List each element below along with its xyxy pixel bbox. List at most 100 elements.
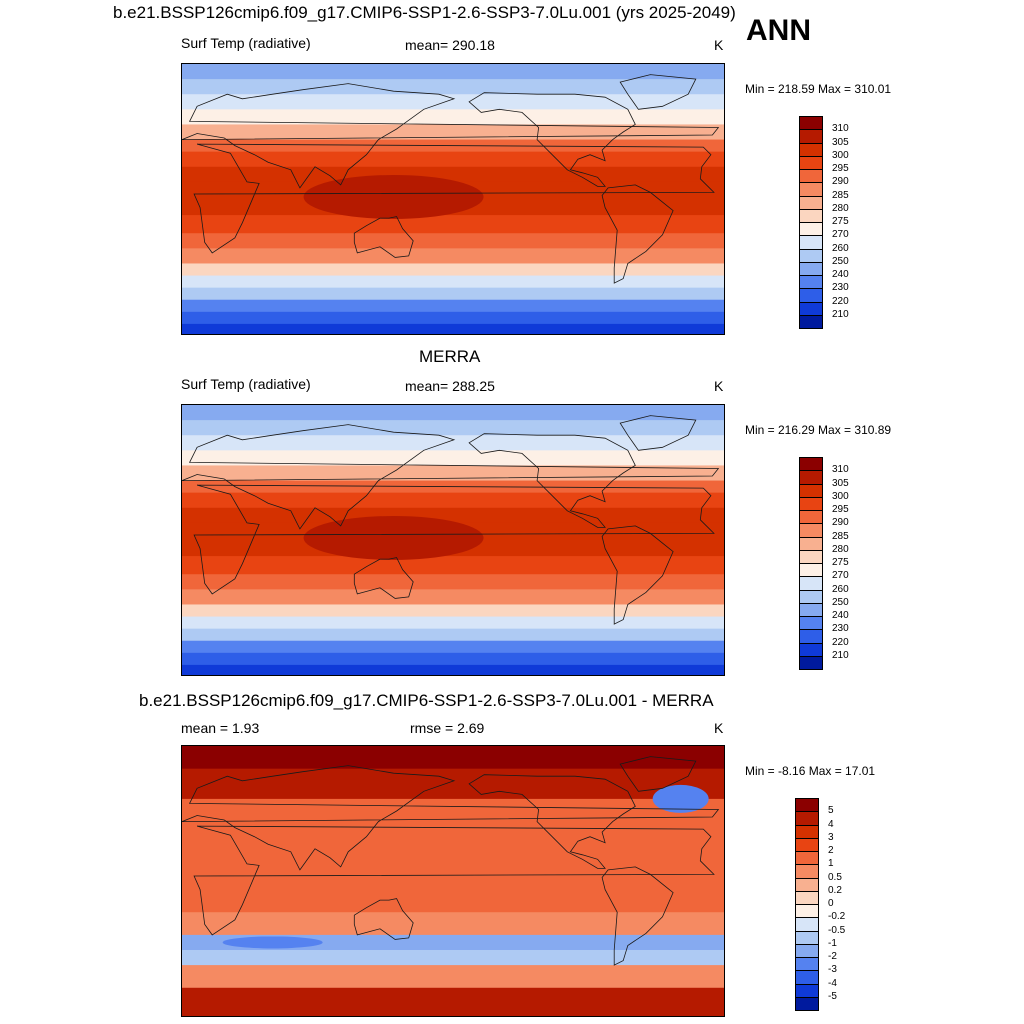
colorbar-cell [799, 248, 823, 263]
panel-diff-units-label: K [714, 720, 724, 736]
colorbar-cell [799, 261, 823, 276]
colorbar-cell [799, 616, 823, 631]
panel-diff-rmse-label: rmse = 2.69 [410, 720, 485, 736]
colorbar-cell [799, 536, 823, 551]
panel-diff-minmax: Min = -8.16 Max = 17.01 [745, 764, 876, 778]
colorbar-tick-label: 300 [832, 149, 849, 161]
colorbar-cell [795, 851, 819, 866]
colorbar-cell [799, 510, 823, 525]
colorbar-cell [795, 877, 819, 892]
colorbar-cell [799, 549, 823, 564]
panel-model-minmax: Min = 218.59 Max = 310.01 [745, 82, 892, 96]
colorbar-cell [799, 142, 823, 157]
colorbar-cell [799, 457, 823, 472]
colorbar-cell [795, 996, 819, 1011]
colorbar-cell [799, 169, 823, 184]
colorbar-tick-label: 305 [832, 136, 849, 148]
colorbar-tick-label: 310 [832, 464, 849, 476]
panel-model-map [181, 63, 725, 335]
panel-diff-mean-label: mean = 1.93 [181, 720, 260, 736]
colorbar-tick-label: 260 [832, 583, 849, 595]
colorbar-cell [799, 576, 823, 591]
colorbar-cell [795, 983, 819, 998]
colorbar-tick-label: 290 [832, 176, 849, 188]
colorbar-tick-label: 0.2 [828, 884, 842, 896]
colorbar-cell [799, 642, 823, 657]
panel-obs-mean-label: mean= 288.25 [405, 378, 495, 394]
colorbar-tick-label: 220 [832, 295, 849, 307]
colorbar-tick-label: 5 [828, 805, 834, 817]
colorbar-cell [799, 314, 823, 329]
colorbar-tick-label: 275 [832, 557, 849, 568]
colorbar-cell [795, 917, 819, 932]
colorbar-cell [799, 116, 823, 131]
panel-model-map-field [182, 64, 724, 334]
colorbar-cell [799, 589, 823, 604]
figure-title: b.e21.BSSP126cmip6.f09_g17.CMIP6-SSP1-2.… [113, 3, 736, 22]
colorbar-tick-label: 3 [828, 831, 834, 843]
colorbar-cell [795, 890, 819, 905]
colorbar-tick-label: 230 [832, 623, 849, 635]
colorbar-tick-label: 270 [832, 229, 849, 241]
panel-model-variable-label: Surf Temp (radiative) [181, 35, 311, 51]
colorbar-cell [795, 970, 819, 985]
colorbar-cell [795, 837, 819, 852]
colorbar-tick-label: 1 [828, 858, 834, 870]
colorbar-tick-label: -0.5 [828, 924, 846, 936]
panel-diff-map-field [182, 746, 724, 1016]
panel-model-mean-label: mean= 290.18 [405, 37, 495, 53]
panel-obs-colorbar: 310 305 300 295 290 285 280 275 270 260 250 240 230 2… [799, 457, 879, 670]
colorbar-tick-label: 295 [832, 163, 849, 174]
panel-model-colorbar: 310 305 300 295 290 285 280 275 270 260 250 240 230 2… [799, 116, 879, 329]
panel-obs-map [181, 404, 725, 676]
colorbar-cell [799, 208, 823, 223]
colorbar-tick-label: -1 [828, 937, 837, 949]
colorbar-tick-label: 250 [832, 596, 849, 608]
colorbar-cell [799, 523, 823, 538]
colorbar-tick-label: 240 [832, 269, 849, 280]
colorbar-cell [799, 288, 823, 303]
colorbar-tick-label: 230 [832, 282, 849, 294]
colorbar-tick-label: 4 [828, 818, 834, 830]
colorbar-tick-label: 240 [832, 610, 849, 621]
colorbar-tick-label: 270 [832, 570, 849, 582]
colorbar-cell [799, 222, 823, 237]
colorbar-cell [799, 629, 823, 644]
colorbar-cell [799, 496, 823, 511]
colorbar-tick-label: 260 [832, 242, 849, 254]
colorbar-tick-label: 285 [832, 530, 849, 542]
colorbar-cell [795, 864, 819, 879]
colorbar-cell [795, 824, 819, 839]
panel-obs-map-field [182, 405, 724, 675]
panel-diff-colorbar: 5 4 3 2 1 0.5 0.2 0 -0.2 -0.5 -1 -2 -3 -4 -5 [795, 798, 875, 1011]
colorbar-cell [799, 155, 823, 170]
colorbar-cell [799, 301, 823, 316]
colorbar-tick-label: 0 [828, 898, 834, 909]
colorbar-cell [795, 904, 819, 919]
colorbar-cell [799, 195, 823, 210]
colorbar-tick-label: -4 [828, 977, 837, 989]
colorbar-tick-label: 275 [832, 216, 849, 227]
colorbar-tick-label: -3 [828, 964, 837, 976]
colorbar-cell [799, 655, 823, 670]
colorbar-cell [795, 811, 819, 826]
colorbar-cell [795, 943, 819, 958]
colorbar-tick-label: 295 [832, 504, 849, 515]
colorbar-cell [795, 957, 819, 972]
colorbar-cell [799, 235, 823, 250]
colorbar-cell [795, 798, 819, 813]
panel-model-units-label: K [714, 37, 724, 53]
colorbar-cell [799, 182, 823, 197]
panel-diff-map [181, 745, 725, 1017]
panel-obs-minmax: Min = 216.29 Max = 310.89 [745, 423, 892, 437]
panel-diff-title: b.e21.BSSP126cmip6.f09_g17.CMIP6-SSP1-2.… [139, 691, 714, 710]
colorbar-cell [799, 470, 823, 485]
colorbar-tick-label: 220 [832, 636, 849, 648]
panel-obs-variable-label: Surf Temp (radiative) [181, 376, 311, 392]
colorbar-tick-label: 210 [832, 308, 849, 320]
colorbar-tick-label: 305 [832, 477, 849, 489]
colorbar-tick-label: 250 [832, 255, 849, 267]
colorbar-tick-label: -2 [828, 951, 837, 962]
season-label: ANN [746, 14, 811, 47]
panel-obs-units-label: K [714, 378, 724, 394]
